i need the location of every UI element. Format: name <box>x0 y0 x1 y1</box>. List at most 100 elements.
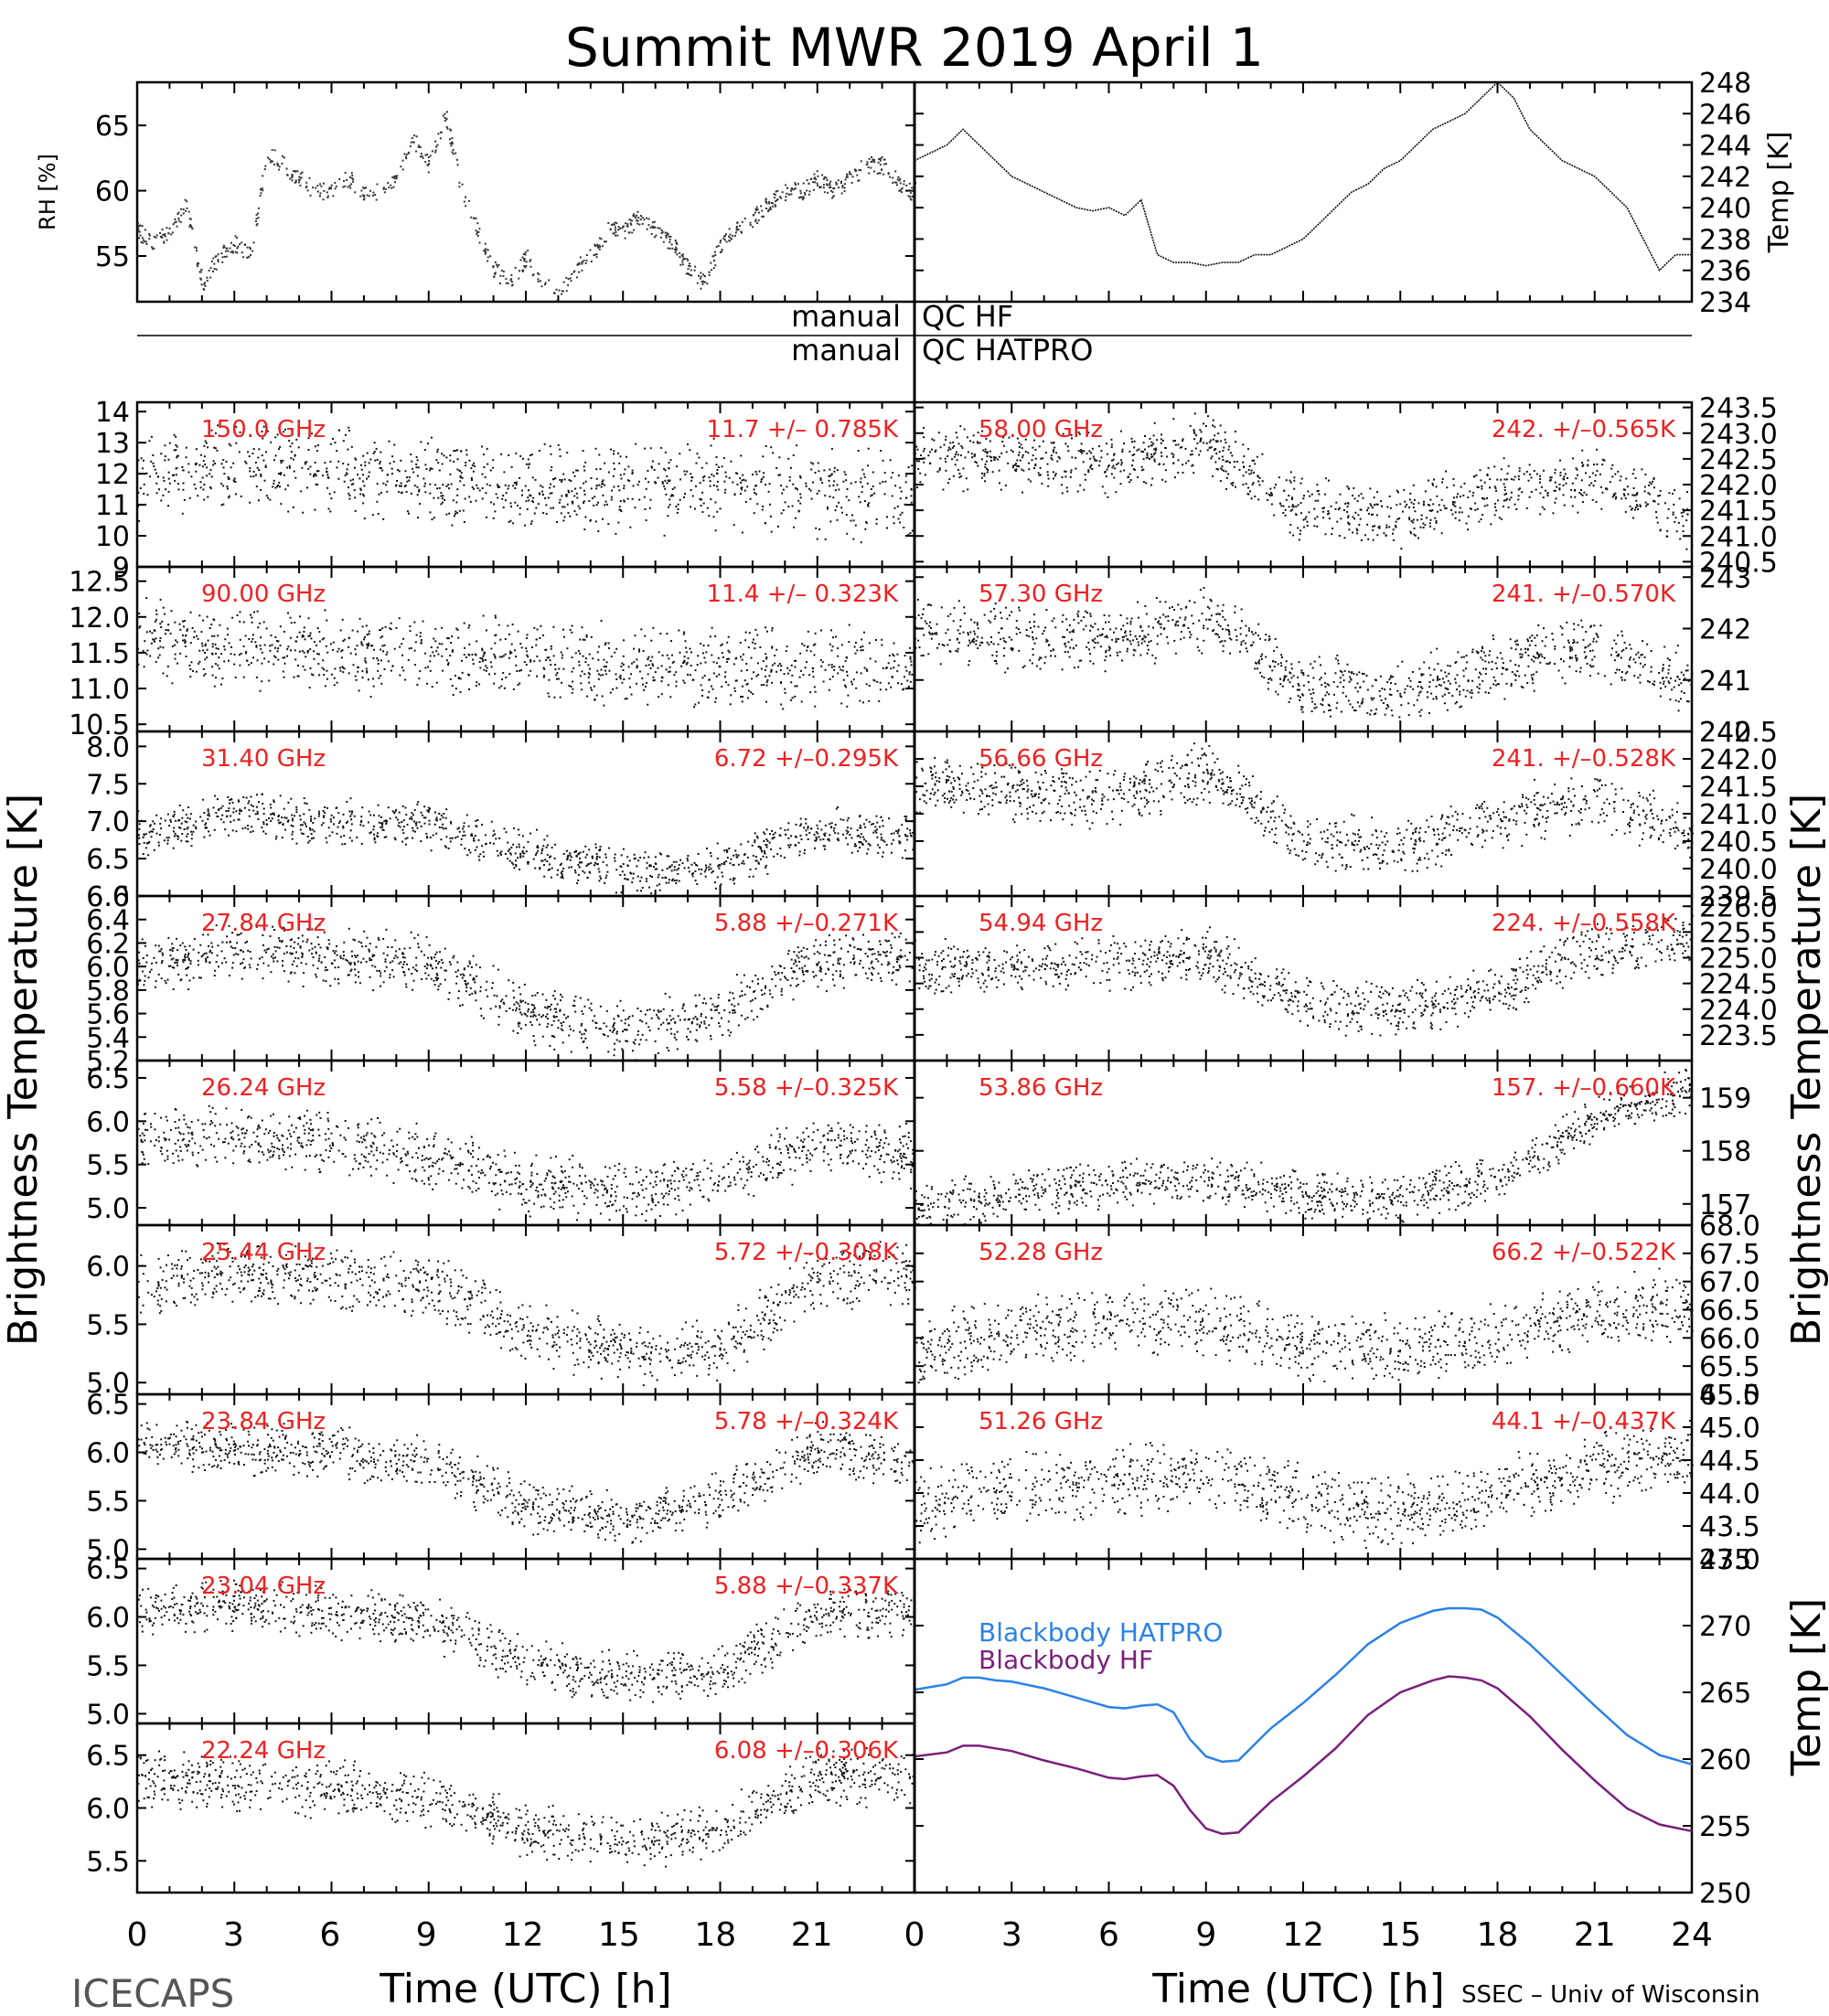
data-point <box>250 831 251 833</box>
data-point <box>604 666 605 667</box>
data-point <box>594 254 595 256</box>
data-point <box>814 848 816 849</box>
data-point <box>564 478 566 480</box>
data-point <box>202 477 204 479</box>
data-point <box>424 667 426 668</box>
data-point <box>460 844 462 846</box>
data-point <box>586 854 588 856</box>
data-point <box>211 475 213 477</box>
data-point <box>562 520 564 522</box>
data-point <box>683 632 685 634</box>
data-point <box>453 450 455 452</box>
data-point <box>756 503 758 505</box>
data-point <box>249 455 251 457</box>
frequency-label: 31.40 GHz <box>201 745 326 773</box>
data-point <box>588 677 590 678</box>
data-point <box>882 460 884 462</box>
data-point <box>864 667 866 669</box>
data-point <box>793 454 795 456</box>
data-point <box>697 283 699 284</box>
data-point <box>759 848 761 849</box>
data-point <box>620 475 622 476</box>
data-point <box>679 499 681 501</box>
data-point <box>774 197 775 198</box>
data-point <box>702 652 704 654</box>
data-point <box>471 835 473 837</box>
data-point <box>716 485 718 487</box>
rh-axis-label: RH [%] <box>35 154 60 230</box>
data-point <box>408 153 410 155</box>
data-point <box>230 251 232 253</box>
data-point <box>550 445 551 447</box>
data-point <box>377 832 379 834</box>
data-point <box>196 247 198 249</box>
data-point <box>216 269 218 271</box>
data-point <box>316 185 318 187</box>
data-point <box>286 467 288 469</box>
data-point <box>527 508 529 510</box>
data-point <box>562 655 563 656</box>
data-point <box>457 458 459 460</box>
data-point <box>223 821 225 823</box>
data-point <box>842 666 844 667</box>
data-point <box>365 187 367 188</box>
data-point <box>910 656 912 658</box>
data-point <box>526 650 528 652</box>
data-point <box>536 638 538 640</box>
data-point <box>757 862 759 864</box>
data-point <box>332 831 334 833</box>
data-point <box>421 639 422 641</box>
data-point <box>512 485 514 486</box>
data-point <box>814 654 816 656</box>
data-point <box>765 445 767 447</box>
data-point <box>444 845 446 847</box>
data-point <box>696 463 698 464</box>
data-point <box>741 995 743 997</box>
data-point <box>232 463 234 464</box>
data-point <box>599 876 601 878</box>
data-point <box>792 484 794 485</box>
data-point <box>806 661 808 663</box>
data-point <box>325 685 326 687</box>
data-point <box>301 467 303 469</box>
data-point <box>902 512 904 514</box>
data-point <box>903 527 904 528</box>
data-point <box>449 138 451 140</box>
data-point <box>654 469 656 471</box>
data-point <box>202 620 204 622</box>
data-point <box>562 668 564 670</box>
data-point <box>598 485 600 486</box>
data-point <box>702 480 704 482</box>
data-point <box>359 488 361 490</box>
data-point <box>701 695 703 697</box>
data-point <box>224 828 226 830</box>
data-point <box>510 502 512 504</box>
data-point <box>637 484 639 485</box>
data-point <box>372 828 374 830</box>
data-point <box>189 676 191 677</box>
data-point <box>673 674 675 676</box>
data-point <box>494 276 496 278</box>
data-point <box>554 998 556 1000</box>
data-point <box>740 482 742 484</box>
data-point <box>399 617 401 619</box>
data-point <box>352 181 354 183</box>
data-point <box>617 453 619 454</box>
data-point <box>362 502 364 504</box>
data-point <box>847 819 849 821</box>
data-point <box>817 185 818 187</box>
data-point <box>589 250 591 251</box>
data-point <box>369 631 370 633</box>
data-point <box>341 843 343 845</box>
data-point <box>475 820 476 822</box>
data-point <box>738 864 740 866</box>
data-point <box>761 849 763 851</box>
data-point <box>543 675 545 677</box>
data-point <box>752 845 754 847</box>
data-point <box>771 682 773 684</box>
data-point <box>205 827 207 829</box>
data-point <box>543 864 545 866</box>
data-point <box>605 673 607 675</box>
data-point <box>570 277 572 279</box>
